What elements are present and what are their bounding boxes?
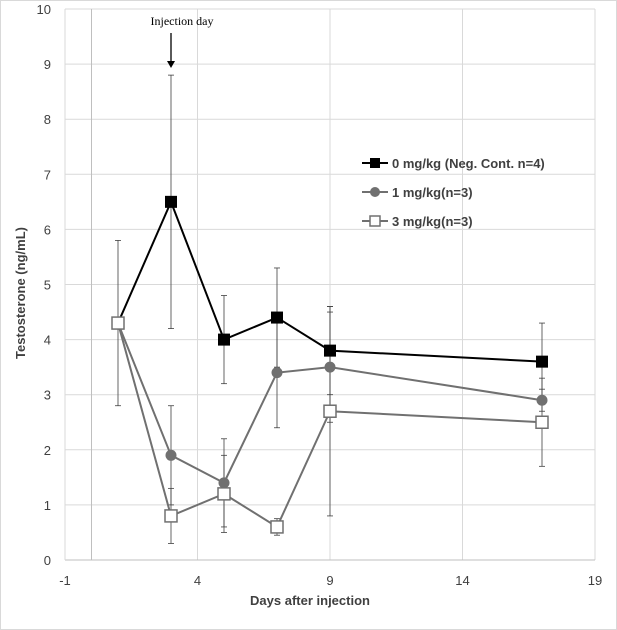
y-axis-title: Testosterone (ng/mL) (13, 227, 28, 359)
injection-day-label: Injection day (151, 14, 214, 28)
y-tick-label: 0 (44, 553, 51, 568)
legend-label-1mgkg: 1 mg/kg(n=3) (392, 185, 473, 200)
y-tick-label: 6 (44, 222, 51, 237)
tick-labels: 0 1 2 3 4 5 6 7 8 9 10 -1 4 9 14 19 (37, 2, 603, 588)
y-tick-label: 1 (44, 498, 51, 513)
legend-item-3mgkg: 3 mg/kg(n=3) (362, 214, 473, 229)
y-tick-label: 9 (44, 57, 51, 72)
data-point-circle (218, 477, 230, 489)
y-tick-label: 4 (44, 333, 51, 348)
series-markers (111, 195, 549, 534)
series-line (117, 199, 543, 363)
data-point-open-square (217, 487, 231, 501)
y-tick-label: 7 (44, 167, 51, 182)
legend-item-0mgkg: 0 mg/kg (Neg. Cont. n=4) (362, 156, 545, 171)
x-tick-label: 19 (588, 573, 602, 588)
y-tick-label: 5 (44, 278, 51, 293)
series-line (117, 322, 543, 529)
y-tick-label: 10 (37, 2, 51, 17)
legend-label-0mgkg: 0 mg/kg (Neg. Cont. n=4) (392, 156, 545, 171)
x-axis-title: Days after injection (250, 593, 370, 608)
data-point-open-square (535, 415, 549, 429)
data-point-open-square (270, 520, 284, 534)
legend-label-3mgkg: 3 mg/kg(n=3) (392, 214, 473, 229)
data-point-open-square (111, 316, 125, 330)
legend: 0 mg/kg (Neg. Cont. n=4) 1 mg/kg(n=3) 3 … (362, 156, 545, 229)
x-tick-label: 9 (326, 573, 333, 588)
y-tick-label: 3 (44, 388, 51, 403)
injection-day-annotation: Injection day (151, 14, 214, 68)
x-tick-label: 4 (194, 573, 201, 588)
y-tick-label: 8 (44, 112, 51, 127)
data-point-square (536, 355, 548, 368)
legend-marker-0mgkg (370, 158, 380, 168)
data-point-square (165, 195, 177, 208)
data-point-circle (165, 449, 177, 461)
injection-day-arrow-head (167, 61, 175, 68)
grid (65, 8, 596, 560)
series-line (117, 322, 543, 485)
series-lines (117, 199, 543, 529)
data-point-square (218, 333, 230, 346)
data-point-circle (271, 367, 283, 379)
data-point-square (271, 311, 283, 324)
legend-item-1mgkg: 1 mg/kg(n=3) (362, 185, 473, 200)
x-tick-label: 14 (455, 573, 469, 588)
axes (64, 9, 595, 561)
x-tick-label: -1 (59, 573, 71, 588)
data-point-open-square (164, 509, 178, 523)
legend-marker-3mgkg (369, 215, 381, 227)
data-point-square (324, 344, 336, 357)
legend-marker-1mgkg (370, 187, 380, 197)
data-point-circle (324, 361, 336, 373)
y-tick-label: 2 (44, 443, 51, 458)
data-point-circle (536, 394, 548, 406)
data-point-open-square (323, 404, 337, 418)
